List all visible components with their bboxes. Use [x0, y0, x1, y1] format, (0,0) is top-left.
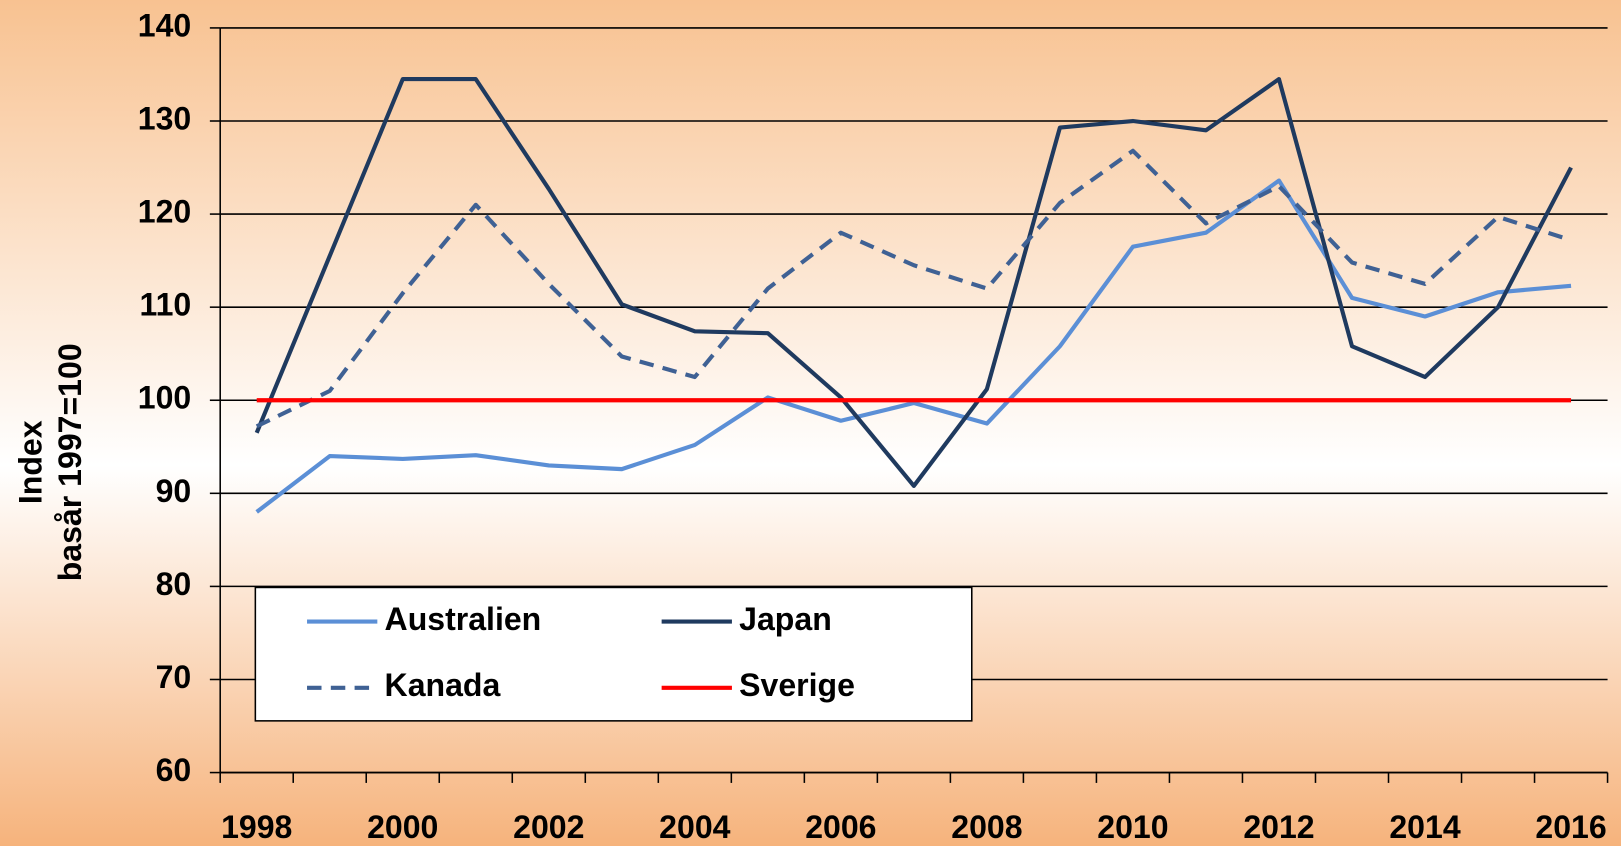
- y-tick-label: 70: [156, 659, 192, 695]
- y-tick-label: 140: [138, 7, 191, 43]
- y-axis-label: Index: [13, 420, 49, 504]
- y-tick-label: 90: [156, 473, 192, 509]
- x-tick-label: 2012: [1243, 809, 1314, 845]
- x-tick-label: 2010: [1097, 809, 1168, 845]
- x-tick-label: 2004: [659, 809, 730, 845]
- y-tick-label: 110: [140, 287, 192, 323]
- x-tick-label: 2002: [513, 809, 584, 845]
- y-tick-label: 120: [138, 194, 191, 230]
- legend-label: Japan: [739, 601, 832, 637]
- y-axis-label: basår 1997=100: [52, 343, 88, 581]
- y-tick-label: 80: [156, 566, 192, 602]
- x-tick-label: 2006: [805, 809, 876, 845]
- series-line: [255, 178, 1572, 514]
- x-tick-label: 1998: [221, 809, 292, 845]
- series-line: [254, 77, 1573, 488]
- y-tick-label: 100: [138, 380, 191, 416]
- x-tick-label: 2016: [1535, 809, 1606, 845]
- series-line: [255, 148, 1572, 429]
- legend-label: Australien: [385, 601, 542, 637]
- y-tick-label: 60: [156, 752, 192, 788]
- x-tick-label: 2008: [951, 809, 1022, 845]
- x-tick-label: 2014: [1389, 809, 1460, 845]
- x-tick-label: 2000: [367, 809, 438, 845]
- legend-label: Kanada: [385, 667, 502, 703]
- y-tick-label: 130: [138, 100, 191, 136]
- legend-box: [254, 586, 973, 722]
- legend-label: Sverige: [739, 667, 855, 703]
